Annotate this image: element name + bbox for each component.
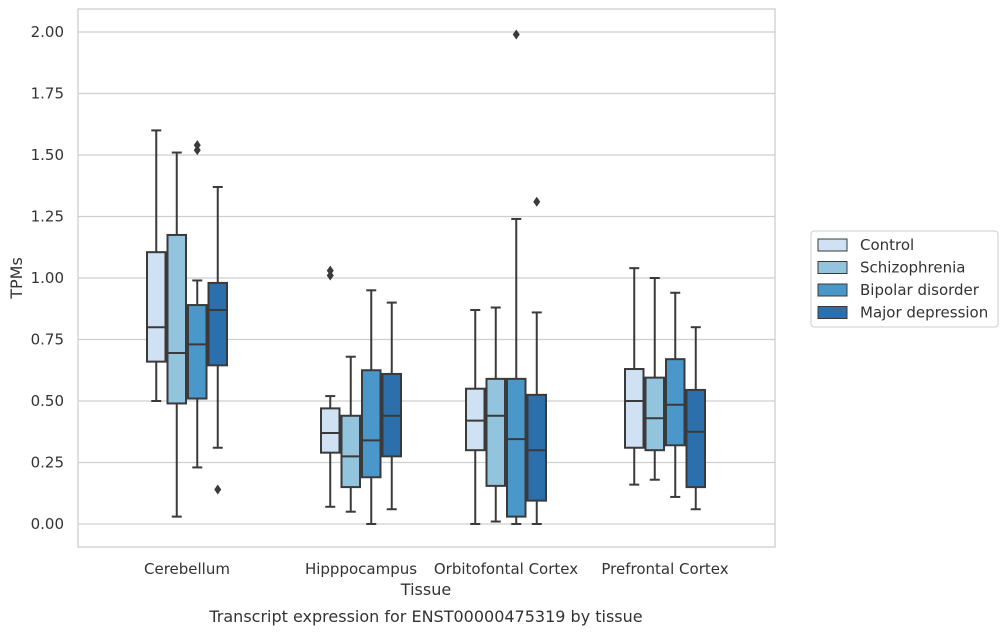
box-iqr <box>485 377 506 487</box>
legend-swatch <box>817 283 848 297</box>
box-iqr <box>207 281 228 367</box>
legend: Control Schizophrenia Bipolar disorder Majo… <box>810 230 999 328</box>
box-2-1 <box>485 306 506 523</box>
legend-label: Schizophrenia <box>860 259 965 277</box>
plot-frame <box>77 8 776 548</box>
y-axis-label: TPMs <box>7 257 26 300</box>
outlier-point <box>214 484 222 495</box>
chart-caption: Transcript expression for ENST0000047531… <box>208 607 642 626</box>
legend-label: Control <box>860 236 914 254</box>
boxes <box>146 29 706 525</box>
outlier-point <box>533 196 541 207</box>
box-1-0 <box>320 265 341 508</box>
box-iqr <box>506 377 527 518</box>
box-iqr <box>361 369 382 479</box>
box-3-1 <box>644 277 665 481</box>
box-3-2 <box>665 291 686 498</box>
box-iqr <box>644 376 665 452</box>
y-axis-ticks: 0.00 0.25 0.50 0.75 1.00 1.25 1.50 1.75 2.00 <box>31 23 64 533</box>
box-0-2 <box>187 140 208 469</box>
y-tick-label: 1.25 <box>31 208 64 226</box>
box-iqr <box>320 407 341 454</box>
box-iqr <box>624 368 645 449</box>
box-0-1 <box>166 151 187 518</box>
x-tick-label: Cerebellum <box>144 560 230 578</box>
x-tick-label: Orbitofontal Cortex <box>434 560 578 578</box>
box-iqr <box>465 387 486 452</box>
box-iqr <box>685 388 706 489</box>
y-tick-label: 0.00 <box>31 515 64 533</box>
y-tick-label: 2.00 <box>31 23 64 41</box>
x-tick-label: Prefrontal Cortex <box>601 560 728 578</box>
box-1-3 <box>381 301 402 511</box>
box-3-3 <box>685 326 706 511</box>
box-iqr <box>166 233 187 405</box>
y-tick-label: 0.25 <box>31 454 64 472</box>
legend-swatch <box>817 306 848 319</box>
box-1-1 <box>340 355 361 513</box>
box-3-0 <box>624 267 645 486</box>
box-0-0 <box>146 129 167 402</box>
legend-swatch <box>817 261 848 274</box>
legend-frame <box>810 230 999 328</box>
y-tick-label: 1.50 <box>31 146 64 164</box>
outlier-point <box>512 29 520 40</box>
legend-label: Bipolar disorder <box>860 281 980 299</box>
y-tick-label: 0.50 <box>31 392 64 410</box>
y-tick-label: 1.00 <box>31 269 64 287</box>
x-axis-label: Tissue <box>400 580 451 599</box>
y-tick-label: 1.75 <box>31 85 64 103</box>
box-iqr <box>340 414 361 489</box>
box-iqr <box>146 251 167 363</box>
box-1-2 <box>361 289 382 525</box>
x-axis-ticks: Cerebellum Hipppocampus Orbitofontal Corte… <box>144 560 729 578</box>
box-2-2 <box>506 29 527 525</box>
box-2-3 <box>526 196 547 525</box>
box-0-3 <box>207 185 228 495</box>
outlier-point <box>326 265 334 276</box>
x-tick-label: Hipppocampus <box>305 560 417 578</box>
box-2-0 <box>465 308 486 525</box>
box-iqr <box>187 304 208 400</box>
legend-swatch <box>817 238 848 252</box>
legend-label: Major depression <box>860 304 988 322</box>
outlier-point <box>193 140 201 151</box>
box-iqr <box>665 358 686 447</box>
y-tick-label: 0.75 <box>31 331 64 349</box>
box-iqr <box>526 393 547 502</box>
